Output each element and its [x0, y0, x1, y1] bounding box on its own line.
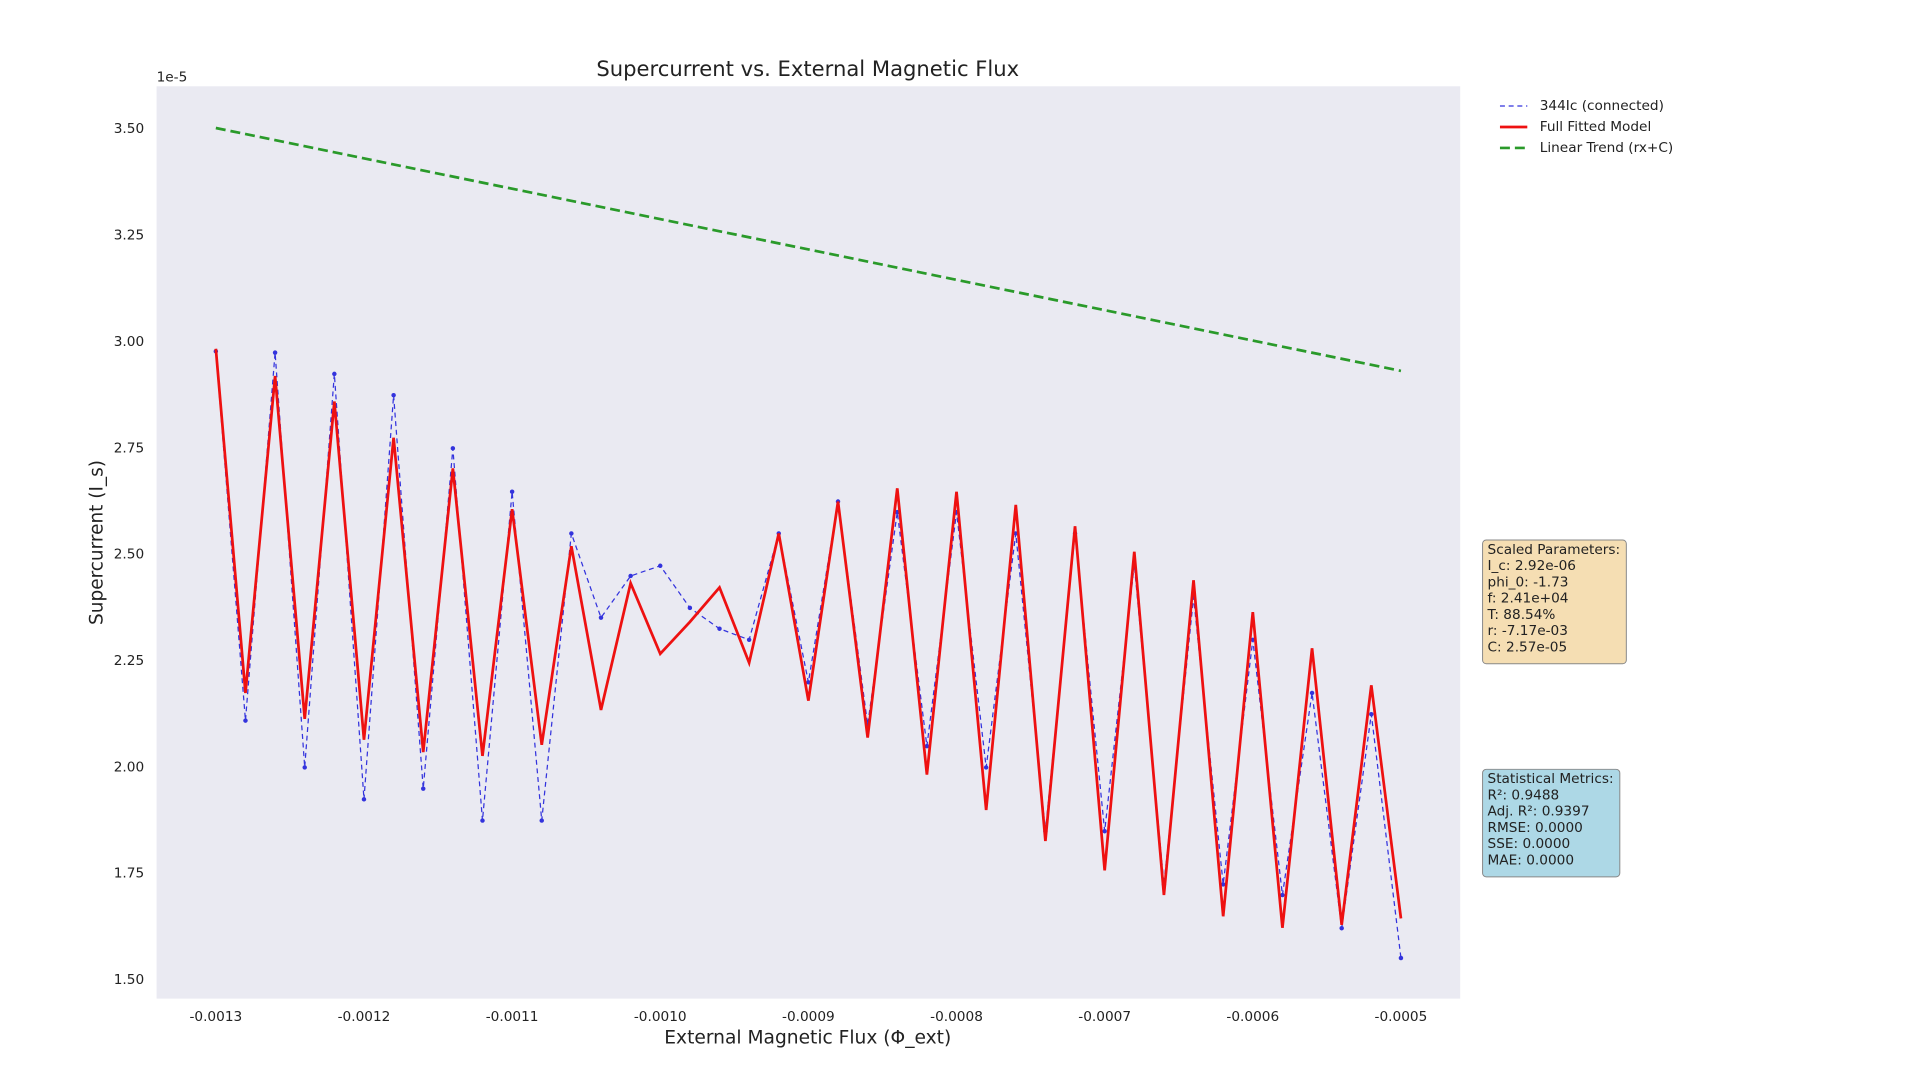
annotation-line: T: 88.54%	[1487, 607, 1556, 623]
y-offset-label: 1e-5	[157, 70, 188, 86]
data-point	[569, 531, 574, 536]
data-point	[1220, 882, 1226, 887]
data-point	[924, 743, 930, 749]
data-point	[983, 765, 989, 770]
data-point	[1280, 892, 1285, 898]
y-axis-label: Supercurrent (I_s)	[86, 460, 107, 625]
y-tick-label: 3.50	[114, 121, 144, 137]
legend-label: Full Fitted Model	[1540, 119, 1652, 135]
legend-label: 344Ic (connected)	[1540, 98, 1664, 114]
annotation-line: RMSE: 0.0000	[1488, 820, 1583, 836]
data-point	[332, 371, 337, 377]
annotation-title: Statistical Metrics:	[1488, 771, 1614, 787]
annotation-line: C: 2.57e-05	[1488, 640, 1568, 656]
x-tick-label: -0.0006	[1226, 1009, 1279, 1025]
annotation-line: MAE: 0.0000	[1488, 853, 1575, 869]
annotation-line: r: -7.17e-03	[1488, 623, 1568, 639]
x-tick-label: -0.0008	[930, 1009, 983, 1025]
data-point	[598, 615, 604, 620]
data-point	[658, 563, 663, 568]
data-point	[806, 680, 811, 685]
chart-title: Supercurrent vs. External Magnetic Flux	[596, 56, 1019, 81]
y-tick-label: 1.75	[114, 866, 144, 882]
series-line	[215, 126, 1402, 373]
data-point	[1339, 926, 1344, 931]
data-point	[1398, 955, 1404, 961]
annotation-line: I_c: 2.92e-06	[1488, 558, 1576, 574]
y-tick-label: 2.75	[114, 440, 144, 456]
y-tick-label: 2.25	[114, 653, 144, 669]
data-point	[539, 818, 544, 823]
data-point	[746, 637, 752, 643]
annotation-title: Scaled Parameters:	[1488, 542, 1621, 558]
data-point	[628, 573, 633, 579]
data-point	[302, 765, 307, 770]
data-point	[1102, 829, 1107, 834]
annotation-box	[1482, 539, 1627, 665]
annotation-line: Adj. R²: 0.9397	[1488, 804, 1590, 820]
data-point	[1369, 712, 1374, 717]
annotation-line: phi_0: -1.73	[1488, 574, 1569, 590]
annotation-line: f: 2.41e+04	[1488, 591, 1569, 607]
data-point	[480, 818, 485, 823]
data-point	[361, 797, 367, 802]
x-tick-label: -0.0009	[782, 1009, 835, 1025]
x-tick-label: -0.0012	[338, 1009, 391, 1025]
data-point	[509, 489, 515, 494]
plot-area	[156, 86, 1461, 999]
annotation-box	[1482, 768, 1621, 878]
x-axis-label: External Magnetic Flux (Φ_ext)	[664, 1028, 951, 1049]
x-tick-label: -0.0013	[189, 1009, 242, 1025]
y-tick-label: 3.25	[114, 228, 144, 244]
data-point	[420, 786, 426, 791]
data-point	[687, 605, 693, 611]
series-line	[214, 348, 1403, 928]
data-point	[717, 626, 722, 631]
data-point	[272, 350, 278, 355]
x-tick-label: -0.0011	[486, 1009, 539, 1025]
x-tick-label: -0.0007	[1078, 1009, 1131, 1025]
data-point	[1309, 690, 1315, 696]
data-point	[243, 718, 248, 723]
y-tick-label: 1.50	[114, 972, 144, 988]
x-tick-label: -0.0005	[1375, 1009, 1428, 1025]
y-tick-label: 3.00	[114, 334, 144, 350]
data-point	[391, 392, 396, 398]
y-tick-label: 2.50	[114, 547, 144, 563]
legend-label: Linear Trend (rx+C)	[1540, 140, 1674, 156]
data-point	[450, 446, 456, 451]
annotation-line: R²: 0.9488	[1488, 787, 1560, 803]
x-tick-label: -0.0010	[634, 1009, 687, 1025]
annotation-line: SSE: 0.0000	[1488, 836, 1571, 852]
y-tick-label: 2.00	[114, 759, 144, 775]
